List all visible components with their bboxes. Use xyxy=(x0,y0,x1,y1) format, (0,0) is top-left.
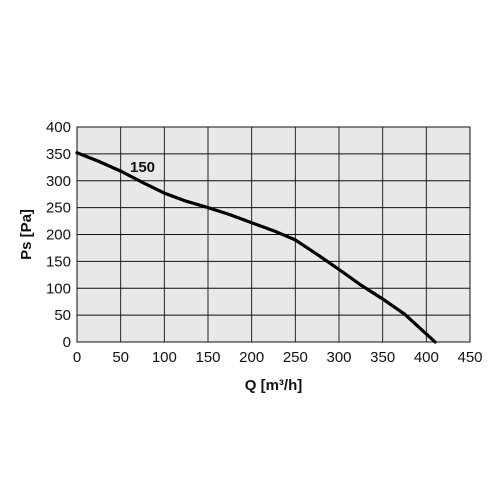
x-tick-label: 100 xyxy=(152,349,177,366)
y-tick-label: 300 xyxy=(46,173,71,190)
x-tick-label: 200 xyxy=(239,349,264,366)
grid xyxy=(76,126,471,343)
y-tick-label: 400 xyxy=(46,119,71,136)
y-tick-label: 200 xyxy=(46,227,71,244)
y-tick-label: 100 xyxy=(46,280,71,297)
y-tick-labels: 0 50 100 150 200 250 300 350 400 xyxy=(46,119,71,351)
x-axis-label: Q [m³/h] xyxy=(245,377,303,394)
y-axis-label: Ps [Pa] xyxy=(18,209,35,260)
x-tick-labels: 0 50 100 150 200 250 300 350 400 450 xyxy=(73,349,483,366)
y-tick-label: 50 xyxy=(54,307,71,324)
x-tick-label: 350 xyxy=(370,349,395,366)
series-lines xyxy=(75,151,437,344)
y-tick-label: 250 xyxy=(46,200,71,217)
series-line xyxy=(75,151,437,344)
series-label: 150 xyxy=(130,159,155,176)
x-tick-label: 250 xyxy=(283,349,308,366)
x-tick-label: 450 xyxy=(457,349,482,366)
x-tick-label: 300 xyxy=(326,349,351,366)
y-tick-label: 0 xyxy=(63,334,71,351)
y-tick-label: 350 xyxy=(46,146,71,163)
y-tick-label: 150 xyxy=(46,253,71,270)
x-tick-label: 150 xyxy=(195,349,220,366)
x-tick-label: 400 xyxy=(414,349,439,366)
x-tick-label: 50 xyxy=(112,349,129,366)
plot-frame xyxy=(76,126,471,343)
x-tick-label: 0 xyxy=(73,349,81,366)
